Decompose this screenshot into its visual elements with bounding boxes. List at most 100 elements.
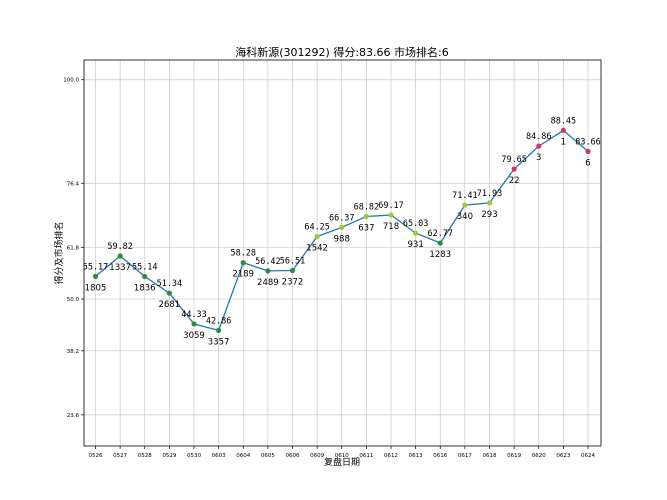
xtick-label: 0612 <box>384 453 398 459</box>
value-label: 88.45 <box>551 116 577 126</box>
data-point <box>166 290 172 296</box>
rank-label: 2681 <box>159 300 181 310</box>
value-label: 71.93 <box>477 189 503 199</box>
rank-label: 1 <box>561 137 566 147</box>
data-point <box>511 166 517 172</box>
value-label: 42.86 <box>206 316 232 326</box>
data-point <box>413 230 419 236</box>
data-point <box>92 273 99 279</box>
xtick-label: 0616 <box>433 453 447 459</box>
value-label: 51.34 <box>157 279 183 289</box>
xtick-label: 0620 <box>532 453 546 459</box>
value-label: 56.42 <box>255 257 281 267</box>
xtick-label: 0613 <box>409 453 423 459</box>
x-axis-label: 复盘日期 <box>324 456 360 468</box>
data-labels: 55.17 1805 59.82 1337 55.14 1836 51.34 268144.3… <box>83 116 601 347</box>
value-label: 79.65 <box>501 155 527 165</box>
y-axis-ticks: 100.0 76.4 61.8 50.0 38.2 23.6 <box>63 78 84 419</box>
value-label: 62.77 <box>427 229 453 239</box>
data-point <box>339 224 345 230</box>
ytick-label: 38.2 <box>67 349 79 355</box>
grid <box>84 60 601 446</box>
rank-label: 22 <box>509 176 520 186</box>
data-point <box>585 148 591 155</box>
value-label: 58.28 <box>230 249 256 259</box>
data-point <box>462 202 468 208</box>
ytick-label: 100.0 <box>63 78 79 84</box>
value-label: 68.82 <box>354 203 380 213</box>
data-point <box>314 233 320 240</box>
rank-label: 718 <box>383 222 399 232</box>
xtick-label: 0611 <box>359 453 373 459</box>
rank-label: 3059 <box>183 331 205 341</box>
value-label: 83.66 <box>575 137 601 147</box>
data-point <box>191 321 197 327</box>
rank-label: 2189 <box>232 270 254 280</box>
xtick-label: 0623 <box>556 453 570 459</box>
value-label: 84.86 <box>526 132 552 142</box>
value-label: 59.82 <box>107 242 133 252</box>
rank-label: 1337 <box>109 263 131 273</box>
rank-label: 6 <box>585 158 590 168</box>
value-label: 65.03 <box>403 219 429 229</box>
rank-label: 1283 <box>429 250 451 260</box>
ytick-label: 23.6 <box>67 413 80 419</box>
value-label: 44.33 <box>181 310 207 320</box>
rank-label: 3357 <box>208 337 230 347</box>
xtick-label: 0619 <box>507 453 521 459</box>
value-label: 66.37 <box>329 213 355 223</box>
xtick-label: 0624 <box>581 453 595 459</box>
xtick-label: 0606 <box>286 453 300 459</box>
rank-label: 2372 <box>282 278 304 288</box>
xtick-label: 0610 <box>335 453 349 459</box>
rank-label: 931 <box>408 240 424 250</box>
value-label: 71.41 <box>452 191 478 201</box>
data-point <box>142 273 148 280</box>
rank-label: 293 <box>481 210 497 220</box>
xtick-label: 0527 <box>113 453 127 459</box>
data-point <box>560 127 566 134</box>
ytick-label: 61.8 <box>67 245 80 251</box>
xtick-label: 0618 <box>483 453 497 459</box>
data-point <box>265 268 271 274</box>
rank-label: 3 <box>536 153 541 163</box>
rank-label: 340 <box>457 212 473 222</box>
xtick-label: 0605 <box>261 453 275 459</box>
x-axis-ticks: 0526 0527 0528 0529 0530 0603 0604 0605 0606 0609… <box>89 446 595 459</box>
xtick-label: 0526 <box>89 453 103 459</box>
xtick-label: 0603 <box>212 453 226 459</box>
plot-frame <box>83 59 602 447</box>
data-point <box>240 260 246 266</box>
data-point <box>437 240 443 246</box>
xtick-label: 0530 <box>187 453 201 459</box>
rank-label: 988 <box>334 234 350 244</box>
value-label: 55.17 <box>83 262 109 272</box>
rank-label: 637 <box>358 224 374 234</box>
rank-label: 2489 <box>257 278 279 288</box>
data-point <box>486 200 493 206</box>
value-label: 69.17 <box>378 201 404 211</box>
data-point <box>363 213 369 220</box>
value-label: 64.25 <box>304 223 330 233</box>
data-point <box>536 143 542 149</box>
xtick-label: 0529 <box>162 453 176 459</box>
data-point <box>388 212 394 218</box>
rank-label: 1805 <box>85 283 107 293</box>
data-point <box>216 327 222 333</box>
value-label: 56.51 <box>280 257 306 267</box>
data-point <box>289 267 296 274</box>
xtick-label: 0528 <box>138 453 152 459</box>
data-points <box>92 127 591 333</box>
ytick-label: 76.4 <box>67 181 80 187</box>
chart-title: 海科新源(301292) 得分:83.66 市场排名:6 <box>235 45 448 59</box>
rank-label: 1542 <box>306 244 328 254</box>
y-axis-label: 得分及市场排名 <box>53 221 65 284</box>
data-point <box>117 253 123 259</box>
rank-label: 1836 <box>134 284 156 294</box>
xtick-label: 0617 <box>458 453 472 459</box>
value-label: 55.14 <box>132 263 158 273</box>
ytick-label: 50.0 <box>67 297 80 303</box>
xtick-label: 0604 <box>236 453 250 459</box>
